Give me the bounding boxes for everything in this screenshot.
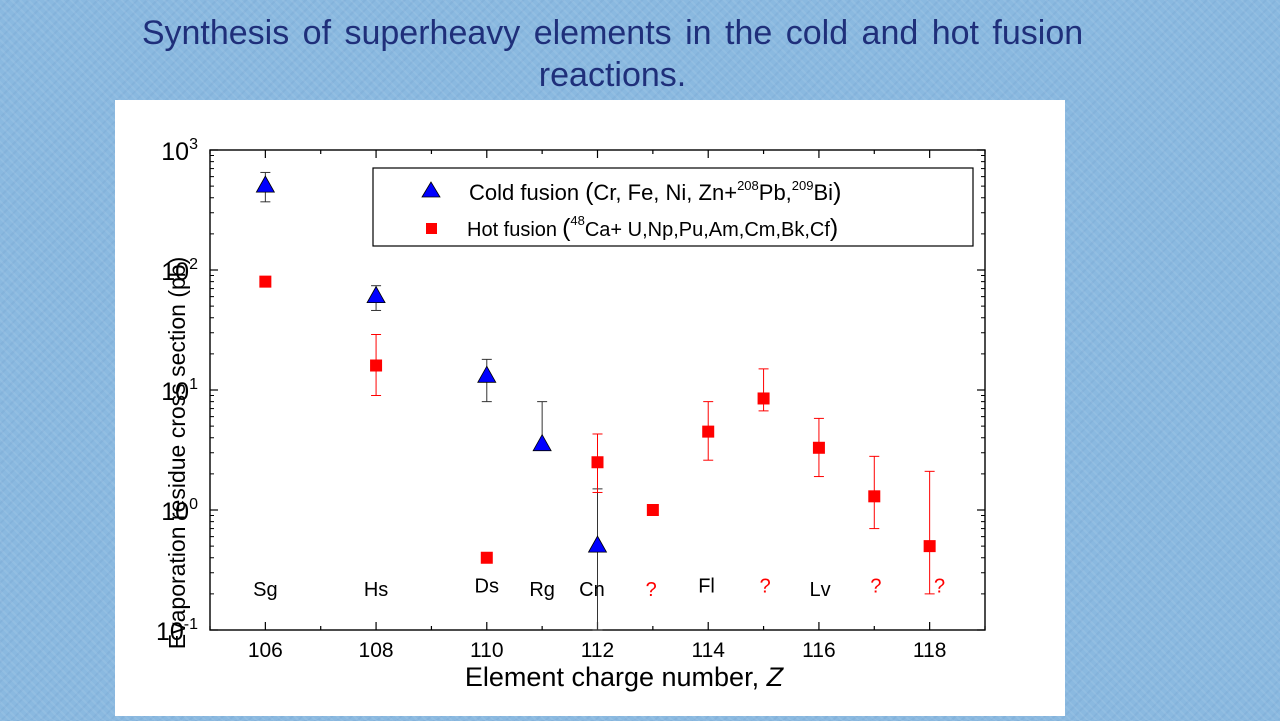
y-tick-base: 10 bbox=[161, 258, 189, 286]
legend-hot-text1: Ca+ U,Np,Pu,Am,Cm,Bk,Cf bbox=[585, 219, 831, 241]
x-tick-label: 116 bbox=[802, 639, 835, 662]
legend-box bbox=[372, 167, 974, 247]
legend-cold-sup1: 208 bbox=[737, 178, 759, 193]
element-label: Sg bbox=[253, 579, 277, 601]
legend-cold-sup2: 209 bbox=[792, 178, 814, 193]
cold-fusion-point bbox=[587, 535, 608, 553]
legend-cold-label: Cold fusion bbox=[469, 180, 579, 205]
y-tick-exponent: 2 bbox=[189, 256, 198, 273]
x-tick-label: 106 bbox=[248, 639, 283, 662]
element-label: Fl bbox=[698, 575, 715, 597]
figure-panel: 106 108 110 112 114 116 118 103 102 101 100 10-1 Sg… bbox=[115, 100, 1065, 716]
x-tick-label: 114 bbox=[691, 639, 725, 662]
chart-legend: Cold fusion (Cr, Fe, Ni, Zn+208Pb,209Bi) … bbox=[372, 167, 974, 247]
element-label: ? bbox=[870, 575, 881, 597]
y-tick-label: 100 bbox=[161, 496, 198, 526]
y-tick-exponent: 1 bbox=[189, 376, 198, 393]
legend-cold-paren-close: ) bbox=[833, 178, 841, 206]
cold-fusion-point bbox=[532, 433, 552, 452]
x-tick-label: 112 bbox=[581, 639, 614, 662]
cold-fusion-point bbox=[255, 175, 276, 193]
x-tick-label: 118 bbox=[913, 639, 946, 662]
y-tick-label: 10-1 bbox=[156, 616, 198, 646]
x-axis-label: Element charge number, Z bbox=[465, 662, 785, 692]
element-label: ? bbox=[646, 579, 657, 601]
legend-cold-text1: Cr, Fe, Ni, Zn+ bbox=[593, 180, 737, 205]
y-axis-label: Evaporation residue cross section (pb) bbox=[164, 257, 190, 649]
x-tick-label: 110 bbox=[470, 639, 503, 662]
legend-hot-paren-open: ( bbox=[562, 214, 571, 242]
slide-title-line1: Synthesis of superheavy elements in the … bbox=[141, 14, 1084, 52]
hot-fusion-point bbox=[646, 504, 659, 516]
y-tick-label: 103 bbox=[161, 136, 198, 166]
legend-hot-marker bbox=[426, 223, 437, 234]
hot-fusion-point bbox=[812, 441, 825, 454]
legend-cold-text3: Bi bbox=[814, 180, 834, 205]
hot-fusion-point bbox=[480, 551, 493, 564]
hot-fusion-point bbox=[868, 490, 881, 503]
legend-cold-marker bbox=[421, 181, 441, 198]
y-tick-exponent: -1 bbox=[184, 616, 198, 633]
x-axis-label-main: Element charge number, bbox=[465, 662, 767, 692]
hot-fusion-point bbox=[370, 359, 383, 372]
x-axis-label-var: Z bbox=[766, 662, 785, 692]
legend-hot-text: Hot fusion (48Ca+ U,Np,Pu,Am,Cm,Bk,Cf) bbox=[467, 213, 838, 242]
legend-hot-sup1: 48 bbox=[570, 213, 584, 228]
legend-hot-label: Hot fusion bbox=[467, 219, 557, 241]
y-tick-exponent: 0 bbox=[189, 496, 198, 513]
element-label: ? bbox=[760, 575, 771, 597]
legend-cold-paren-open: ( bbox=[585, 178, 594, 206]
hot-fusion-point bbox=[591, 456, 604, 469]
element-label: Cn bbox=[579, 579, 605, 601]
y-tick-base: 10 bbox=[161, 498, 189, 526]
cold-fusion-point bbox=[477, 365, 497, 383]
cold-fusion-point bbox=[366, 285, 386, 304]
hot-fusion-point bbox=[923, 540, 936, 553]
hot-fusion-point bbox=[259, 275, 272, 288]
element-label: Hs bbox=[364, 579, 388, 601]
legend-hot-paren-close: ) bbox=[830, 214, 838, 242]
y-tick-base: 10 bbox=[161, 138, 189, 166]
hot-fusion-point bbox=[757, 392, 770, 405]
legend-cold-text: Cold fusion (Cr, Fe, Ni, Zn+208Pb,209Bi) bbox=[469, 178, 841, 206]
slide-title-line2: reactions. bbox=[538, 56, 687, 94]
legend-cold-text2: Pb, bbox=[759, 180, 792, 205]
element-label: ? bbox=[934, 575, 945, 597]
element-label: Ds bbox=[475, 575, 499, 597]
y-tick-base: 10 bbox=[156, 618, 184, 646]
y-tick-label: 102 bbox=[161, 256, 198, 286]
y-tick-base: 10 bbox=[161, 378, 189, 406]
hot-fusion-point bbox=[702, 425, 715, 438]
slide-title: Synthesis of superheavy elements in the … bbox=[0, 12, 1225, 96]
element-label: Lv bbox=[809, 579, 830, 601]
y-tick-exponent: 3 bbox=[189, 136, 198, 153]
y-tick-label: 101 bbox=[161, 376, 198, 406]
element-label: Rg bbox=[529, 579, 555, 601]
x-tick-label: 108 bbox=[359, 639, 394, 662]
